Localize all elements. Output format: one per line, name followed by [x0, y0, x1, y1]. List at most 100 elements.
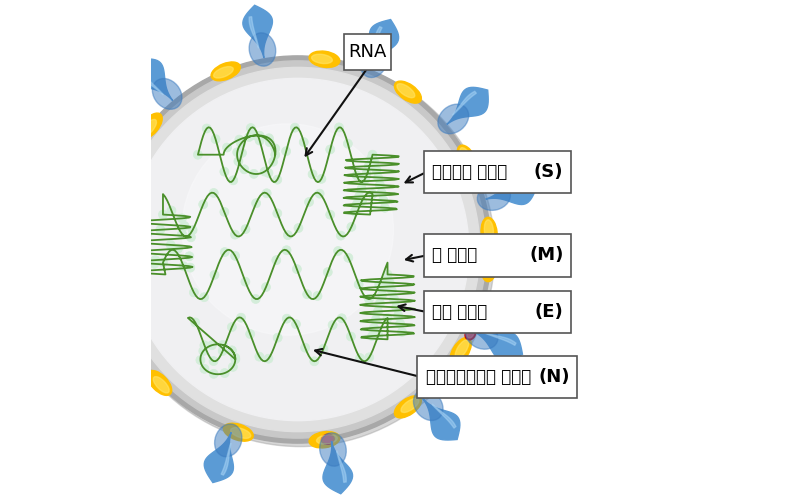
Ellipse shape — [397, 84, 415, 98]
Circle shape — [273, 175, 282, 184]
Circle shape — [229, 362, 238, 371]
Ellipse shape — [230, 428, 250, 438]
Circle shape — [344, 253, 353, 262]
Circle shape — [375, 181, 384, 190]
Circle shape — [211, 135, 220, 144]
Circle shape — [210, 189, 218, 198]
Circle shape — [199, 346, 208, 355]
Circle shape — [359, 177, 368, 186]
Ellipse shape — [78, 254, 112, 280]
Circle shape — [190, 318, 200, 327]
Ellipse shape — [102, 194, 118, 225]
Circle shape — [200, 293, 209, 302]
Circle shape — [317, 174, 326, 183]
Circle shape — [190, 288, 198, 297]
Circle shape — [282, 147, 290, 156]
Circle shape — [283, 231, 292, 240]
Ellipse shape — [309, 51, 340, 67]
Circle shape — [174, 244, 182, 253]
Ellipse shape — [485, 253, 494, 274]
Polygon shape — [139, 71, 163, 95]
Circle shape — [158, 258, 167, 267]
Circle shape — [396, 319, 405, 328]
Polygon shape — [453, 91, 476, 115]
Circle shape — [374, 331, 383, 340]
Circle shape — [115, 67, 480, 432]
Ellipse shape — [478, 184, 510, 211]
Circle shape — [368, 150, 377, 159]
FancyBboxPatch shape — [344, 34, 391, 70]
Circle shape — [202, 124, 211, 133]
Circle shape — [294, 224, 303, 233]
Polygon shape — [485, 333, 516, 345]
Circle shape — [352, 171, 361, 180]
Text: (N): (N) — [538, 368, 570, 386]
Ellipse shape — [465, 327, 476, 340]
Circle shape — [185, 252, 194, 261]
Circle shape — [367, 154, 376, 163]
Circle shape — [372, 165, 381, 174]
Circle shape — [269, 157, 278, 166]
Ellipse shape — [249, 33, 276, 66]
Circle shape — [220, 167, 229, 176]
Circle shape — [150, 259, 159, 268]
Circle shape — [291, 320, 301, 329]
Circle shape — [375, 299, 385, 308]
Circle shape — [382, 274, 391, 283]
Ellipse shape — [463, 156, 474, 169]
Ellipse shape — [223, 423, 254, 441]
Circle shape — [264, 169, 273, 178]
Circle shape — [207, 341, 217, 350]
Ellipse shape — [211, 62, 240, 81]
Circle shape — [237, 139, 246, 148]
Circle shape — [179, 262, 188, 271]
Circle shape — [104, 56, 491, 443]
Polygon shape — [370, 19, 398, 69]
Circle shape — [292, 264, 302, 273]
Circle shape — [227, 322, 236, 331]
Circle shape — [282, 314, 291, 323]
Ellipse shape — [484, 220, 494, 241]
Circle shape — [315, 189, 324, 198]
Ellipse shape — [467, 329, 474, 338]
Circle shape — [273, 209, 282, 218]
Circle shape — [392, 303, 401, 312]
Circle shape — [196, 356, 205, 365]
Ellipse shape — [460, 148, 473, 167]
Circle shape — [334, 247, 342, 255]
Circle shape — [255, 136, 264, 145]
Circle shape — [357, 184, 366, 193]
Circle shape — [230, 251, 239, 260]
Circle shape — [255, 352, 264, 361]
Circle shape — [198, 200, 208, 209]
Circle shape — [238, 149, 246, 158]
Circle shape — [305, 198, 314, 207]
Polygon shape — [73, 138, 122, 167]
Circle shape — [246, 124, 255, 133]
Circle shape — [245, 133, 254, 142]
Circle shape — [231, 355, 240, 364]
Circle shape — [328, 320, 337, 329]
Circle shape — [272, 255, 281, 264]
Circle shape — [347, 223, 356, 232]
Circle shape — [200, 364, 209, 373]
Circle shape — [106, 57, 495, 447]
Circle shape — [200, 341, 209, 350]
Circle shape — [380, 203, 390, 212]
Circle shape — [251, 131, 260, 140]
Circle shape — [264, 354, 273, 363]
Polygon shape — [432, 404, 456, 428]
FancyBboxPatch shape — [424, 290, 571, 333]
Ellipse shape — [450, 337, 471, 365]
Circle shape — [252, 199, 261, 208]
Circle shape — [319, 344, 328, 353]
Circle shape — [222, 143, 231, 152]
Polygon shape — [474, 332, 522, 361]
Polygon shape — [446, 87, 488, 124]
Circle shape — [126, 78, 469, 421]
Circle shape — [158, 210, 167, 219]
Ellipse shape — [214, 424, 242, 457]
Circle shape — [251, 294, 260, 303]
Circle shape — [313, 291, 322, 300]
Circle shape — [378, 290, 386, 299]
